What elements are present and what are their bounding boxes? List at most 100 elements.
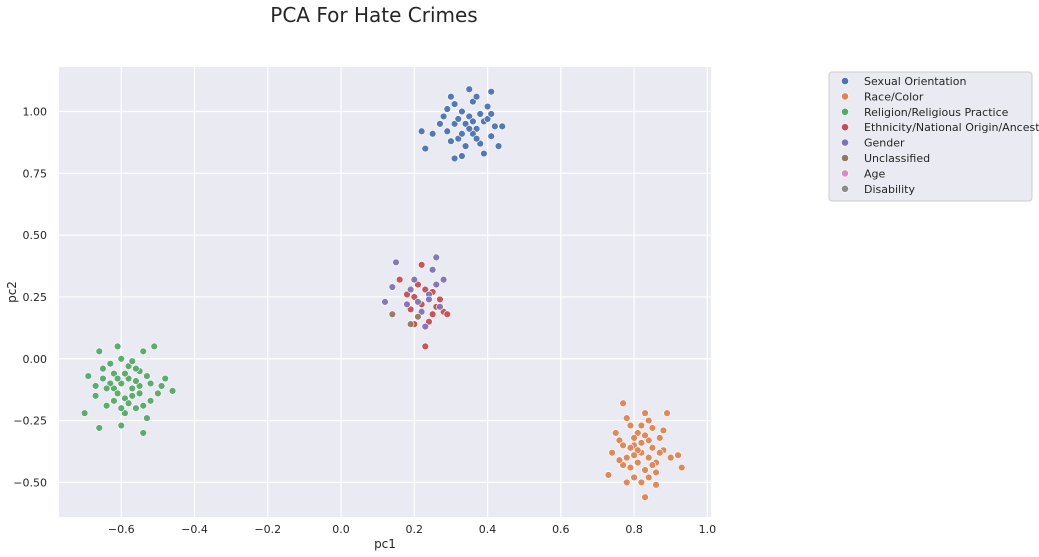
data-point	[630, 434, 638, 442]
data-point	[432, 280, 440, 289]
data-point	[472, 135, 481, 143]
y-tick-label: 0.00	[23, 353, 48, 366]
x-tick-label: 0.4	[479, 523, 497, 536]
data-point	[469, 130, 477, 138]
series-2	[80, 342, 177, 437]
data-point	[102, 384, 111, 393]
data-point	[626, 444, 635, 452]
data-point	[117, 404, 125, 412]
data-point	[472, 92, 481, 101]
data-point	[132, 404, 140, 412]
data-point	[139, 429, 147, 437]
legend-marker	[841, 169, 849, 178]
data-point	[454, 135, 462, 143]
data-point	[623, 453, 631, 462]
data-point	[645, 453, 653, 462]
y-tick-label: 0.25	[23, 291, 48, 304]
y-tick-label: 1.00	[23, 106, 48, 119]
chart-title: PCA For Hate Crimes	[270, 3, 477, 27]
data-point	[641, 466, 649, 474]
data-point	[483, 102, 492, 111]
data-point	[648, 424, 657, 432]
data-point	[428, 130, 437, 138]
data-point	[436, 120, 444, 128]
data-point	[487, 88, 495, 96]
data-point	[421, 144, 429, 153]
plot-area	[59, 67, 711, 517]
data-point	[106, 379, 114, 388]
data-point	[154, 389, 162, 398]
data-point	[106, 360, 114, 368]
series-1	[604, 399, 686, 501]
x-tick-label: 1.0	[699, 523, 717, 536]
data-point	[469, 117, 477, 126]
data-point	[487, 132, 495, 140]
data-point	[99, 374, 107, 383]
data-point	[667, 453, 675, 462]
data-point	[465, 125, 473, 133]
data-point	[619, 399, 627, 407]
data-point	[472, 125, 481, 133]
data-point	[634, 429, 642, 437]
legend-entry: Disability	[864, 183, 915, 196]
data-point	[403, 300, 411, 309]
legend-marker	[841, 123, 849, 132]
data-point	[436, 303, 444, 311]
data-point	[421, 342, 429, 351]
data-point	[447, 137, 455, 145]
data-point	[414, 313, 422, 321]
data-point	[637, 478, 646, 487]
data-point	[491, 122, 499, 131]
data-point	[132, 364, 140, 373]
data-point	[494, 142, 503, 150]
data-point	[428, 310, 437, 318]
data-point	[659, 426, 668, 435]
data-point	[619, 441, 627, 449]
legend-marker	[841, 138, 849, 147]
data-point	[421, 322, 429, 331]
data-point	[95, 424, 103, 432]
series-4	[381, 253, 448, 331]
data-point	[637, 439, 646, 447]
data-point	[414, 280, 422, 289]
data-point	[143, 414, 151, 422]
data-point	[388, 310, 397, 318]
data-point	[381, 298, 389, 306]
data-point	[102, 402, 111, 410]
data-point	[619, 461, 627, 469]
data-point	[637, 421, 646, 430]
x-axis-label: pc1	[374, 537, 396, 551]
data-point	[476, 110, 484, 118]
data-point	[428, 266, 437, 274]
data-point	[630, 451, 638, 459]
legend-entry: Ethnicity/National Origin/Ancestry	[864, 121, 1039, 134]
grid-lines	[59, 67, 711, 517]
data-point	[458, 130, 466, 138]
series-5	[388, 310, 422, 328]
series-0	[417, 85, 506, 163]
data-point	[95, 347, 103, 356]
data-point	[634, 446, 642, 454]
legend-marker	[841, 154, 849, 162]
legend-entry: Gender	[864, 137, 905, 150]
data-point	[146, 397, 155, 405]
data-point	[615, 456, 624, 464]
data-point	[450, 120, 459, 128]
data-point	[469, 97, 477, 106]
data-point	[674, 451, 682, 459]
data-point	[487, 110, 495, 118]
x-tick-label: 0.0	[332, 523, 350, 536]
legend-entry: Race/Color	[864, 90, 924, 103]
data-point	[124, 374, 133, 383]
data-point	[410, 293, 419, 301]
x-tick-label: −0.4	[181, 523, 208, 536]
data-point	[110, 397, 118, 405]
data-point	[117, 379, 125, 388]
data-point	[146, 379, 155, 388]
data-point	[465, 85, 473, 93]
data-point	[414, 298, 422, 306]
y-tick-label: −0.25	[13, 415, 47, 428]
data-point	[454, 115, 462, 123]
y-tick-label: −0.50	[13, 476, 47, 489]
legend-entry: Unclassified	[864, 152, 930, 165]
